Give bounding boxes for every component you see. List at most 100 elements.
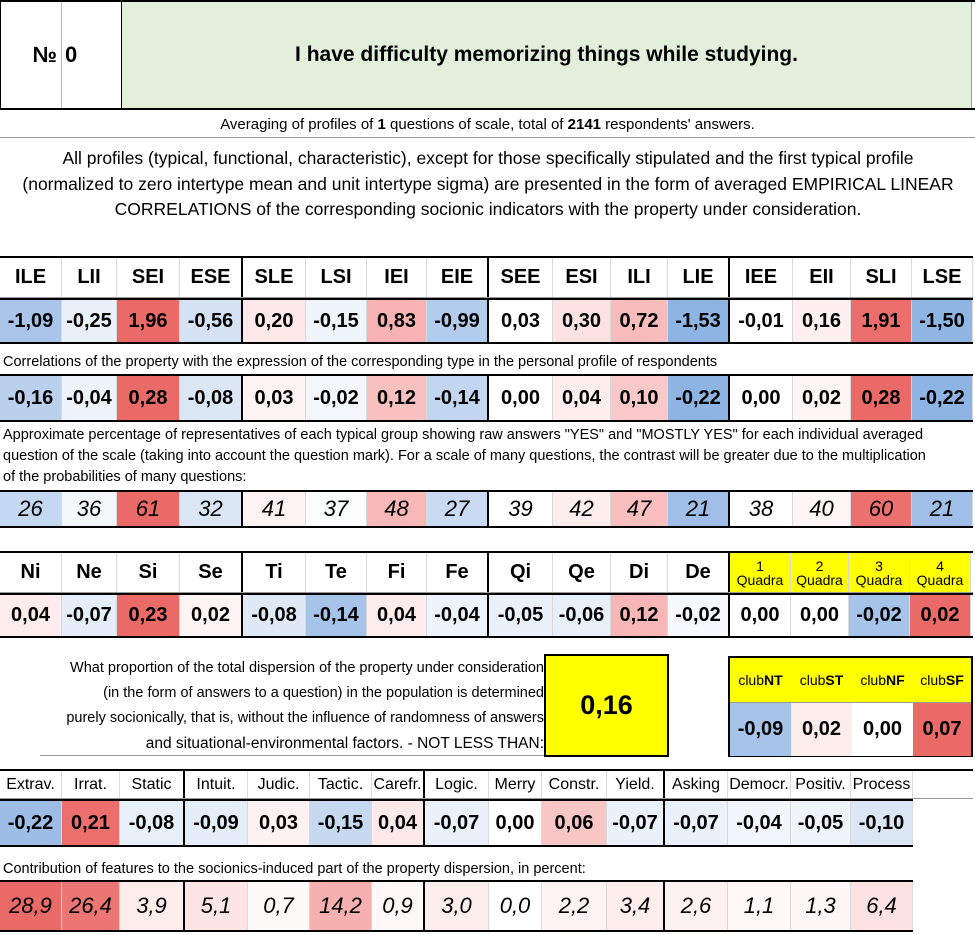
quadra-number: 1 — [756, 557, 764, 574]
quadra-header-3: 4 Quadra — [910, 553, 971, 592]
function-label-0: Ni — [0, 553, 62, 592]
feature-contribution-6: 0,9 — [372, 882, 425, 930]
type-label-9: ESI — [553, 258, 611, 297]
club-prefix: club — [860, 672, 886, 688]
averaging-line: Averaging of profiles of 1 questions of … — [0, 112, 975, 138]
feature-label-2: Static — [120, 771, 185, 798]
feature-contribution-12: 1,1 — [728, 882, 791, 930]
type-normalized-15: -1,50 — [912, 300, 973, 342]
function-label-5: Te — [306, 553, 367, 592]
averaging-suffix: respondents' answers. — [601, 116, 755, 133]
type-correlation-2: 0,28 — [117, 376, 180, 420]
feature-contribution-9: 2,2 — [542, 882, 607, 930]
contribution-note: Contribution of features to the socionic… — [3, 861, 586, 877]
feature-value-1: 0,21 — [62, 801, 120, 845]
clubs-value-row: -0,09 0,02 0,00 0,07 — [730, 703, 971, 756]
feature-value-9: 0,06 — [542, 801, 607, 845]
type-label-0: ILE — [0, 258, 62, 297]
club-value-1: 0,02 — [791, 703, 852, 756]
intro-text: All profiles (typical, functional, chara… — [22, 148, 954, 219]
feature-label-7: Logic. — [425, 771, 489, 798]
type-label-1: LII — [62, 258, 117, 297]
functions-header-row: Ni Ne Si Se Ti Te Fi Fe Qi Qe Di De 1 Quadra 2 Quadra 3 Q… — [0, 551, 973, 593]
type-correlation-14: 0,28 — [851, 376, 912, 420]
type-label-8: SEE — [489, 258, 553, 297]
type-normalized-7: -0,99 — [427, 300, 489, 342]
feature-label-0: Extrav. — [0, 771, 62, 798]
function-label-2: Si — [117, 553, 180, 592]
types-correlation-row: -0,16 -0,04 0,28 -0,08 0,03 -0,02 0,12 -0,14 0,0… — [0, 374, 973, 422]
type-percentage-2: 61 — [117, 492, 180, 526]
clubs-header-row: club NT club ST club NF club SF — [730, 658, 971, 703]
club-value-3: 0,07 — [913, 703, 971, 756]
type-label-7: EIE — [427, 258, 489, 297]
feature-label-4: Judic. — [248, 771, 310, 798]
type-percentage-3: 32 — [180, 492, 243, 526]
type-correlation-4: 0,03 — [243, 376, 306, 420]
type-label-4: SLE — [243, 258, 306, 297]
type-normalized-14: 1,91 — [851, 300, 912, 342]
club-name: NF — [886, 672, 905, 688]
type-percentage-14: 60 — [851, 492, 912, 526]
type-correlation-15: -0,22 — [912, 376, 973, 420]
feature-value-12: -0,04 — [728, 801, 791, 845]
feature-label-8: Merry — [489, 771, 542, 798]
feature-label-14: Process — [851, 771, 913, 798]
feature-label-12: Democr. — [728, 771, 791, 798]
type-percentage-9: 42 — [553, 492, 611, 526]
clubs-table: club NT club ST club NF club SF -0,09 0,02 0,00 0,0… — [728, 656, 973, 757]
type-percentage-4: 41 — [243, 492, 306, 526]
function-label-7: Fe — [427, 553, 489, 592]
dispersion-line-1: What proportion of the total dispersion … — [70, 660, 544, 676]
club-prefix: club — [920, 672, 946, 688]
type-correlation-6: 0,12 — [367, 376, 427, 420]
quadra-value-0: 0,00 — [730, 595, 791, 636]
quadra-word: Quadra — [796, 571, 843, 588]
function-label-6: Fi — [367, 553, 427, 592]
feature-contribution-4: 0,7 — [248, 882, 310, 930]
function-value-4: -0,08 — [243, 595, 306, 636]
number-value: 0 — [62, 2, 122, 108]
club-prefix: club — [738, 672, 764, 688]
type-percentage-8: 39 — [489, 492, 553, 526]
feature-contribution-3: 5,1 — [185, 882, 248, 930]
types-normalized-row: -1,09 -0,25 1,96 -0,56 0,20 -0,15 0,83 -0,99 0,0… — [0, 298, 973, 344]
type-normalized-0: -1,09 — [0, 300, 62, 342]
type-label-13: EII — [793, 258, 851, 297]
type-percentage-12: 38 — [730, 492, 793, 526]
type-correlation-1: -0,04 — [62, 376, 117, 420]
type-normalized-4: 0,20 — [243, 300, 306, 342]
club-label-1: club ST — [791, 658, 852, 702]
feature-label-10: Yield. — [607, 771, 665, 798]
number-label: № — [0, 2, 62, 108]
function-value-5: -0,14 — [306, 595, 367, 636]
type-percentage-13: 40 — [793, 492, 851, 526]
function-value-9: -0,06 — [553, 595, 611, 636]
type-normalized-9: 0,30 — [553, 300, 611, 342]
feature-contribution-8: 0,0 — [489, 882, 542, 930]
features-contribution-row: 28,9 26,4 3,9 5,1 0,7 14,2 0,9 3,0 0,0 2,2 3,4 2,6 1… — [0, 880, 913, 932]
feature-value-5: -0,15 — [310, 801, 372, 845]
feature-contribution-10: 3,4 — [607, 882, 665, 930]
type-normalized-6: 0,83 — [367, 300, 427, 342]
feature-contribution-1: 26,4 — [62, 882, 120, 930]
type-correlation-8: 0,00 — [489, 376, 553, 420]
type-normalized-2: 1,96 — [117, 300, 180, 342]
feature-value-0: -0,22 — [0, 801, 62, 845]
type-normalized-1: -0,25 — [62, 300, 117, 342]
function-value-7: -0,04 — [427, 595, 489, 636]
feature-contribution-13: 1,3 — [791, 882, 851, 930]
dispersion-line-3: purely socionically, that is, without th… — [66, 710, 544, 726]
averaging-middle: questions of scale, total of — [385, 116, 568, 133]
function-label-1: Ne — [62, 553, 117, 592]
quadra-number: 4 — [936, 557, 944, 574]
type-correlation-3: -0,08 — [180, 376, 243, 420]
features-header-row: Extrav. Irrat. Static Intuit. Judic. Tactic. C… — [0, 769, 973, 799]
club-name: SF — [945, 672, 964, 688]
function-label-10: Di — [611, 553, 668, 592]
quadra-word: Quadra — [736, 571, 784, 588]
feature-label-9: Constr. — [542, 771, 607, 798]
type-normalized-11: -1,53 — [668, 300, 730, 342]
feature-value-10: -0,07 — [607, 801, 665, 845]
type-correlation-0: -0,16 — [0, 376, 62, 420]
